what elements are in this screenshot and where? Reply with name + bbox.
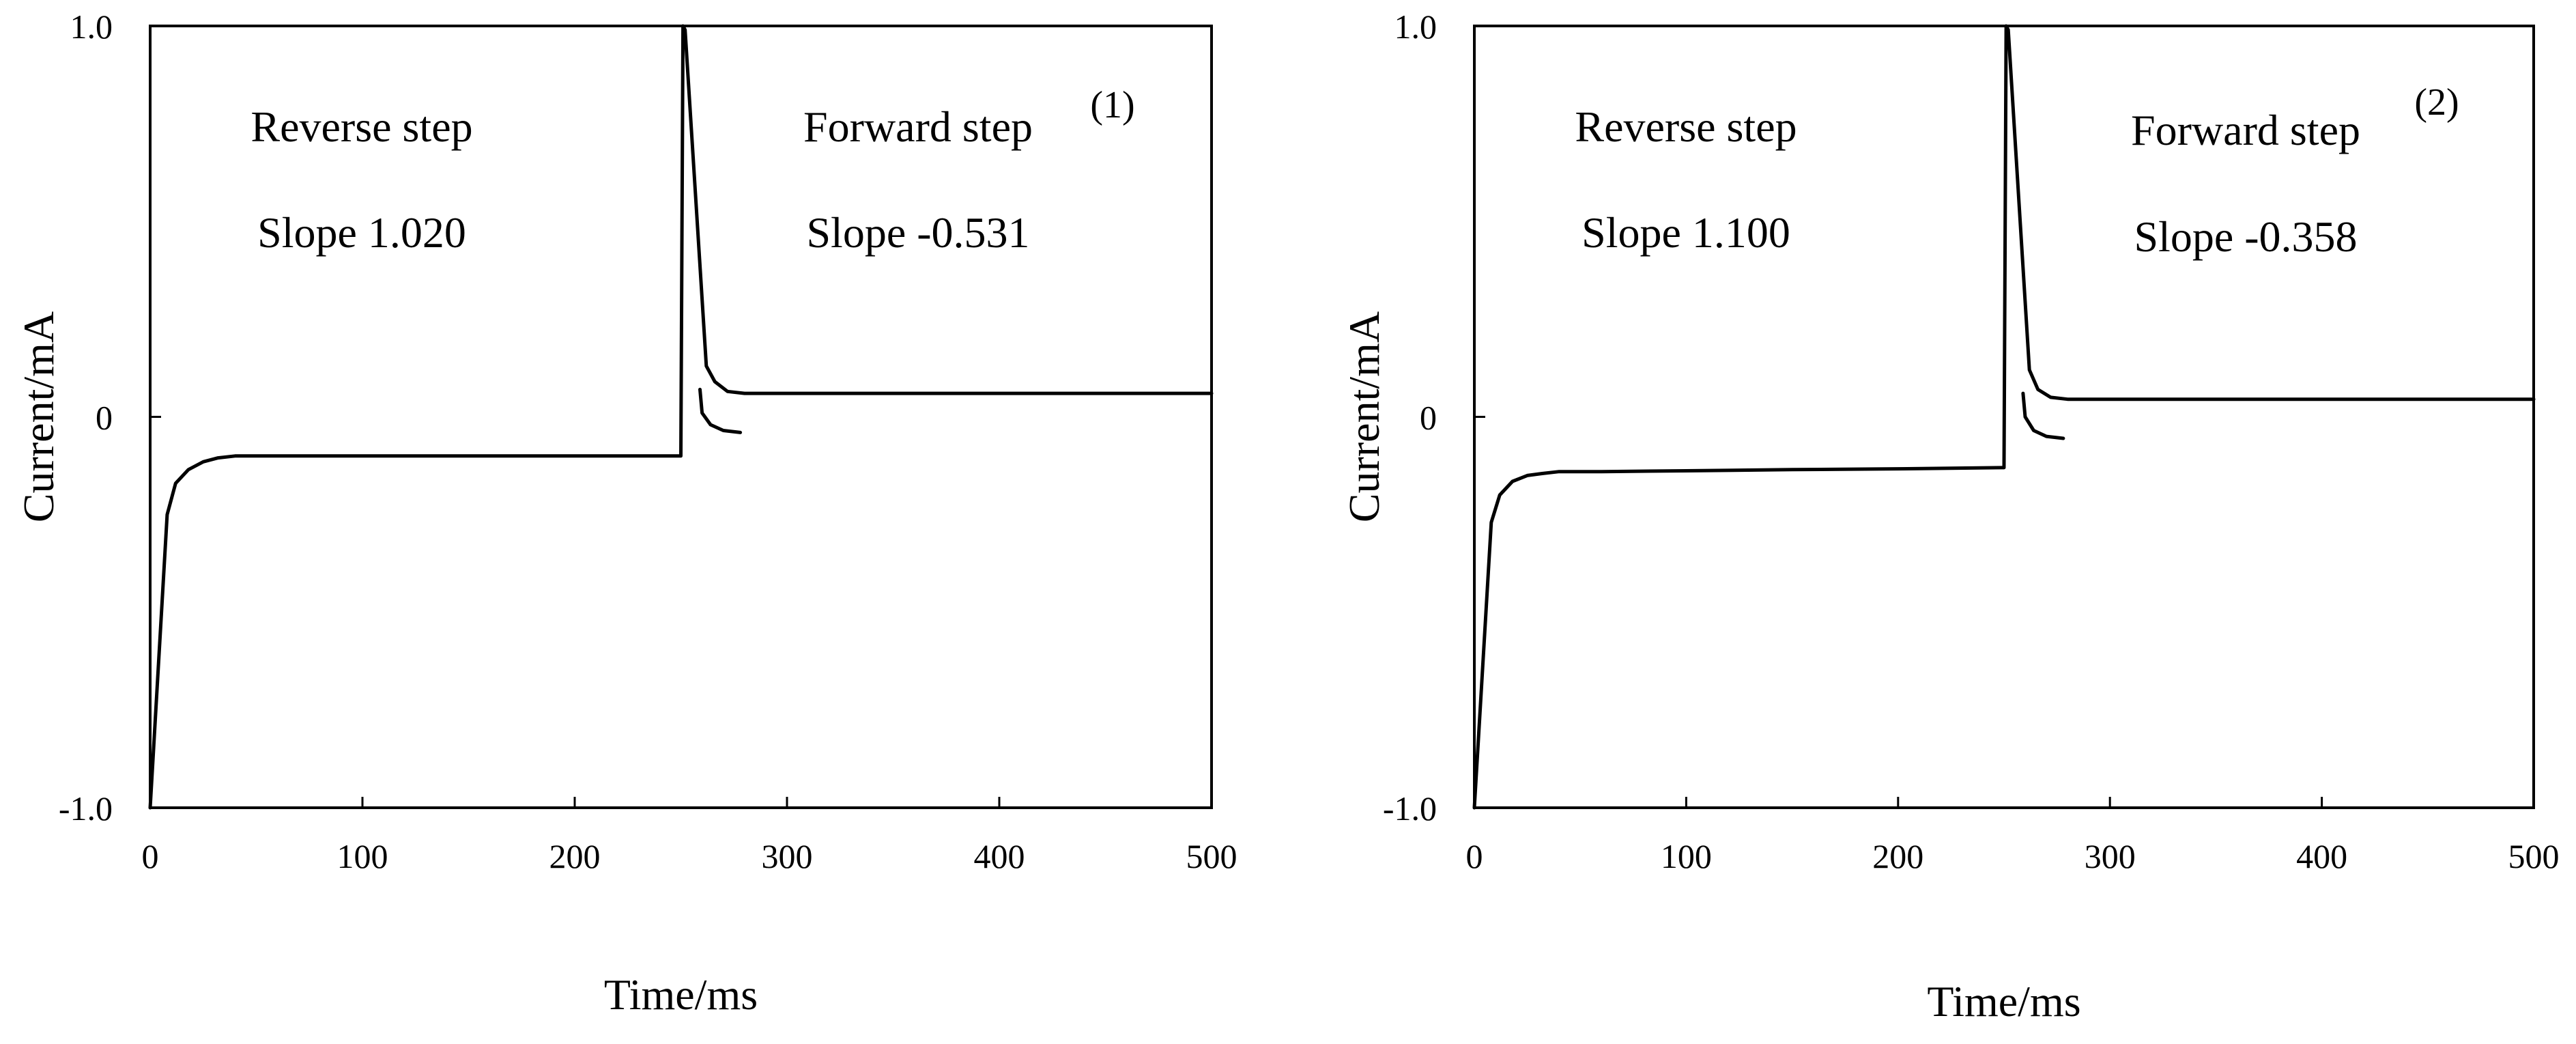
y-tick-label: -1.0 [1383, 789, 1437, 828]
x-tick-label: 0 [1466, 837, 1483, 875]
y-tick-label: 0 [96, 399, 113, 437]
y-axis-title: Current/mA [14, 311, 63, 522]
reverse-step-label: Reverse step [251, 102, 472, 151]
y-tick-label: 1.0 [1394, 8, 1437, 46]
x-tick-label: 300 [2085, 837, 2136, 875]
x-tick-label: 100 [337, 837, 388, 875]
y-axis-title: Current/mA [1340, 311, 1388, 522]
x-axis-title: Time/ms [604, 970, 758, 1019]
x-tick-label: 500 [1186, 837, 1237, 875]
forward-step-label: Forward step [803, 102, 1033, 151]
x-tick-label: 500 [2508, 837, 2560, 875]
panel-label: (1) [1090, 84, 1134, 126]
x-axis-title: Time/ms [1927, 977, 2080, 1026]
y-tick-label: -1.0 [59, 789, 113, 828]
x-tick-label: 200 [1872, 837, 1923, 875]
forward-step-fit-line [2021, 391, 2065, 440]
y-tick-label: 1.0 [70, 8, 113, 46]
reverse-slope-label: Slope 1.100 [1582, 208, 1790, 257]
x-tick-label: 100 [1661, 837, 1712, 875]
current-trace-line [148, 24, 1214, 810]
forward-slope-label: Slope -0.358 [2134, 212, 2357, 261]
forward-slope-label: Slope -0.531 [806, 208, 1029, 257]
x-tick-label: 400 [974, 837, 1025, 875]
x-tick-label: 400 [2296, 837, 2347, 875]
forward-step-label: Forward step [2131, 106, 2360, 154]
panel-label: (2) [2414, 81, 2459, 124]
x-tick-label: 300 [762, 837, 813, 875]
reverse-slope-label: Slope 1.020 [257, 208, 466, 257]
current-trace-line [1472, 24, 2536, 810]
chart-panel-2: 0 100 200 300 400 500 -1.0 0 1.0 Time/ms Current/m… [1340, 8, 2560, 1026]
forward-step-fit-line [698, 387, 743, 434]
x-tick-label: 0 [142, 837, 159, 875]
y-tick-label: 0 [1420, 399, 1437, 437]
reverse-step-label: Reverse step [1575, 102, 1797, 151]
x-tick-label: 200 [549, 837, 601, 875]
chart-panel-1: 0 100 200 300 400 500 -1.0 0 1.0 Time/ms Current/m… [14, 8, 1237, 1019]
